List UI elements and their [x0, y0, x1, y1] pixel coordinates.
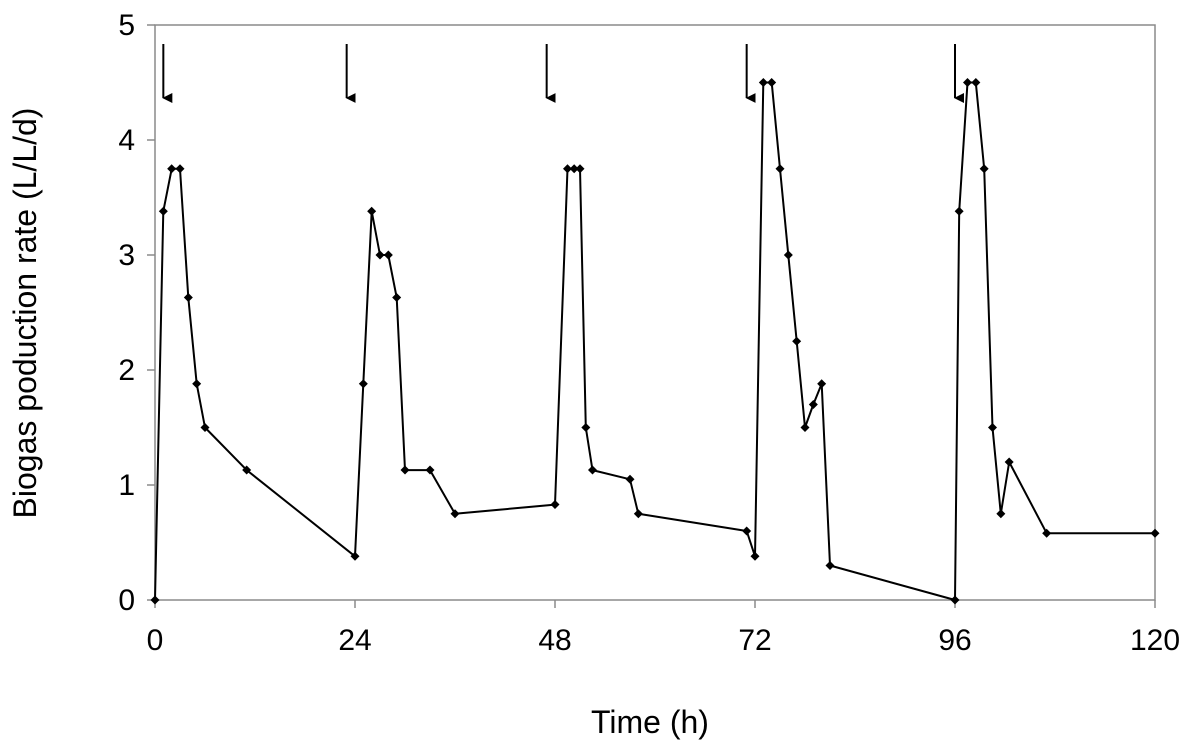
data-point	[581, 423, 591, 432]
feeding-arrows	[162, 44, 964, 103]
y-tick-label: 5	[118, 9, 135, 42]
data-point	[575, 164, 585, 174]
data-point	[150, 595, 160, 605]
data-point	[979, 164, 989, 174]
data-point	[242, 465, 252, 475]
data-point	[175, 164, 185, 174]
x-axis-title: Time (h)	[591, 704, 709, 740]
data-point	[783, 250, 793, 260]
data-point	[200, 423, 210, 432]
data-point	[808, 400, 818, 409]
data-point	[167, 164, 177, 174]
data-point	[950, 595, 960, 605]
x-tick-label: 120	[1130, 624, 1180, 657]
data-point	[817, 379, 827, 389]
data-point	[758, 78, 768, 87]
data-point	[392, 293, 402, 303]
data-point	[563, 164, 572, 174]
y-tick-label: 4	[118, 124, 135, 157]
y-tick-label: 3	[118, 239, 135, 272]
y-axis-title: Biogas poduction rate (L/L/d)	[7, 108, 43, 519]
data-point	[742, 526, 752, 536]
y-tick-label: 0	[118, 584, 135, 617]
data-point	[988, 423, 997, 432]
data-point	[1004, 457, 1014, 467]
data-point	[375, 250, 385, 260]
data-point	[750, 551, 760, 561]
data-point	[588, 465, 597, 475]
data-point	[425, 465, 435, 475]
data-point	[633, 509, 643, 519]
plot-area	[154, 24, 1156, 601]
data-point	[792, 336, 802, 346]
series-line	[154, 81, 1155, 601]
data-point	[971, 78, 981, 87]
x-tick-label: 72	[738, 624, 771, 657]
data-point	[350, 551, 360, 561]
data-point	[183, 293, 193, 303]
data-point	[954, 206, 964, 216]
x-axis: 0 24 48 72 96 120	[147, 600, 1180, 657]
series-layer	[150, 78, 1160, 605]
data-point	[775, 164, 785, 174]
data-point	[569, 164, 579, 174]
data-point	[996, 509, 1006, 519]
data-point	[450, 509, 460, 519]
data-point	[367, 206, 377, 216]
data-point	[800, 423, 810, 432]
data-point	[1042, 528, 1052, 538]
data-point	[767, 78, 777, 87]
x-tick-label: 96	[938, 624, 971, 657]
data-point	[550, 500, 560, 510]
x-tick-label: 24	[338, 624, 371, 657]
x-tick-label: 48	[538, 624, 571, 657]
x-tick-label: 0	[147, 624, 164, 657]
y-tick-label: 1	[118, 469, 135, 502]
data-point	[963, 78, 972, 87]
y-axis: 0 1 2 3 4 5	[118, 9, 155, 617]
data-point	[158, 206, 168, 216]
data-point	[1150, 528, 1160, 538]
data-point	[400, 465, 410, 475]
data-point	[825, 561, 835, 570]
data-point	[625, 474, 635, 484]
data-point	[383, 250, 393, 260]
data-point	[192, 379, 202, 389]
y-tick-label: 2	[118, 354, 135, 387]
data-point	[358, 379, 368, 389]
